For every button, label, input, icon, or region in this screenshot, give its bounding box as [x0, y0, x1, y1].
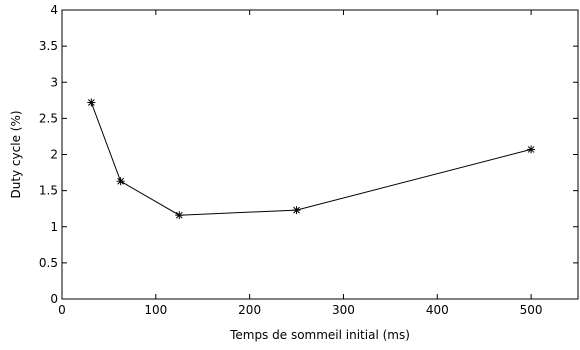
y-tick-label: 4	[50, 3, 58, 17]
y-tick-label: 0.5	[39, 256, 58, 270]
data-line	[90, 102, 532, 216]
y-axis-label: Duty cycle (%)	[9, 110, 23, 198]
x-tick-label: 500	[520, 303, 543, 317]
data-point	[175, 211, 184, 220]
y-tick-label: 1	[50, 220, 58, 234]
ticks: 0 100 200 300 400 500 0 0.5 1 1.5 2 2.5 3 3.5 4	[39, 3, 578, 317]
plot-frame	[61, 9, 579, 300]
x-tick-label: 0	[58, 303, 66, 317]
axes	[61, 9, 579, 300]
x-tick-label: 300	[332, 303, 355, 317]
y-tick-label: 3	[50, 75, 58, 89]
data-point-stroke	[117, 177, 124, 185]
x-axis-label: Temps de sommeil initial (ms)	[229, 328, 410, 342]
data-point-stroke	[87, 99, 95, 106]
y-tick-label: 0	[50, 292, 58, 306]
y-tick-label: 2.5	[39, 111, 58, 125]
data-point-stroke	[175, 211, 183, 219]
y-tick-label: 2	[50, 148, 58, 162]
data-point-stroke	[293, 206, 300, 214]
y-tick-label: 1.5	[39, 184, 58, 198]
data-point	[527, 145, 536, 154]
data-point-stroke	[527, 146, 535, 153]
data-point	[116, 177, 125, 186]
data-point	[292, 206, 301, 215]
y-tick-label: 3.5	[39, 39, 58, 53]
x-tick-label: 100	[144, 303, 167, 317]
x-tick-label: 200	[238, 303, 261, 317]
x-tick-label: 400	[426, 303, 449, 317]
series-layer	[87, 98, 536, 220]
data-point	[87, 98, 96, 107]
